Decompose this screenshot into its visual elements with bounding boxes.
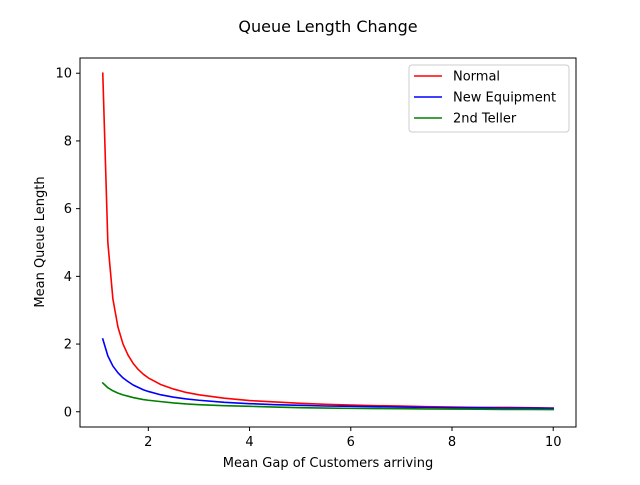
series-group: [101, 72, 555, 411]
x-tick-label: 2: [144, 435, 152, 450]
y-tick-label: 6: [64, 202, 72, 217]
legend-label-2nd-teller: 2nd Teller: [453, 112, 517, 127]
y-axis-ticks: 0 2 4 6 8 10: [55, 67, 80, 420]
legend-label-new-equipment: New Equipment: [453, 91, 556, 106]
legend-box: [408, 64, 570, 133]
x-axis-label: Mean Gap of Customers arriving: [223, 456, 434, 471]
legend-label-normal: Normal: [453, 70, 500, 85]
series-line-new-equipment: [101, 337, 555, 410]
x-tick-label: 8: [448, 435, 456, 450]
y-tick-label: 2: [64, 338, 72, 353]
x-tick-label: 6: [347, 435, 355, 450]
y-tick-label: 0: [64, 405, 72, 420]
legend: Normal New Equipment 2nd Teller: [408, 64, 570, 133]
y-tick-label: 4: [64, 270, 72, 285]
x-tick-label: 10: [545, 435, 562, 450]
x-tick-label: 4: [245, 435, 253, 450]
y-tick-label: 10: [55, 67, 72, 82]
chart-title: Queue Length Change: [238, 17, 417, 36]
series-line-2nd-teller: [101, 381, 555, 411]
y-axis-label: Mean Queue Length: [33, 176, 48, 307]
y-tick-label: 8: [64, 134, 72, 149]
x-axis-ticks: 2 4 6 8 10: [144, 427, 561, 450]
plot-area-frame: [79, 57, 577, 428]
